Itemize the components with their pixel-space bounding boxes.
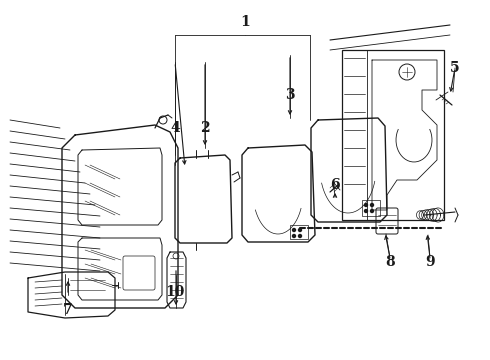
Text: 6: 6 — [330, 178, 340, 192]
Circle shape — [293, 229, 295, 231]
Text: 10: 10 — [165, 285, 185, 299]
Text: 7: 7 — [63, 303, 73, 317]
Text: 2: 2 — [200, 121, 210, 135]
Circle shape — [298, 229, 301, 231]
Bar — [290, 225, 308, 239]
Text: 9: 9 — [425, 255, 435, 269]
Bar — [342, 50, 444, 220]
Circle shape — [370, 203, 373, 207]
Circle shape — [370, 210, 373, 212]
Circle shape — [298, 234, 301, 238]
Bar — [362, 200, 380, 216]
Circle shape — [293, 234, 295, 238]
Circle shape — [365, 210, 368, 212]
Text: 8: 8 — [385, 255, 395, 269]
Text: 5: 5 — [450, 61, 460, 75]
Circle shape — [365, 203, 368, 207]
Text: 3: 3 — [285, 88, 295, 102]
Text: 1: 1 — [240, 15, 250, 29]
Text: 4: 4 — [170, 121, 180, 135]
